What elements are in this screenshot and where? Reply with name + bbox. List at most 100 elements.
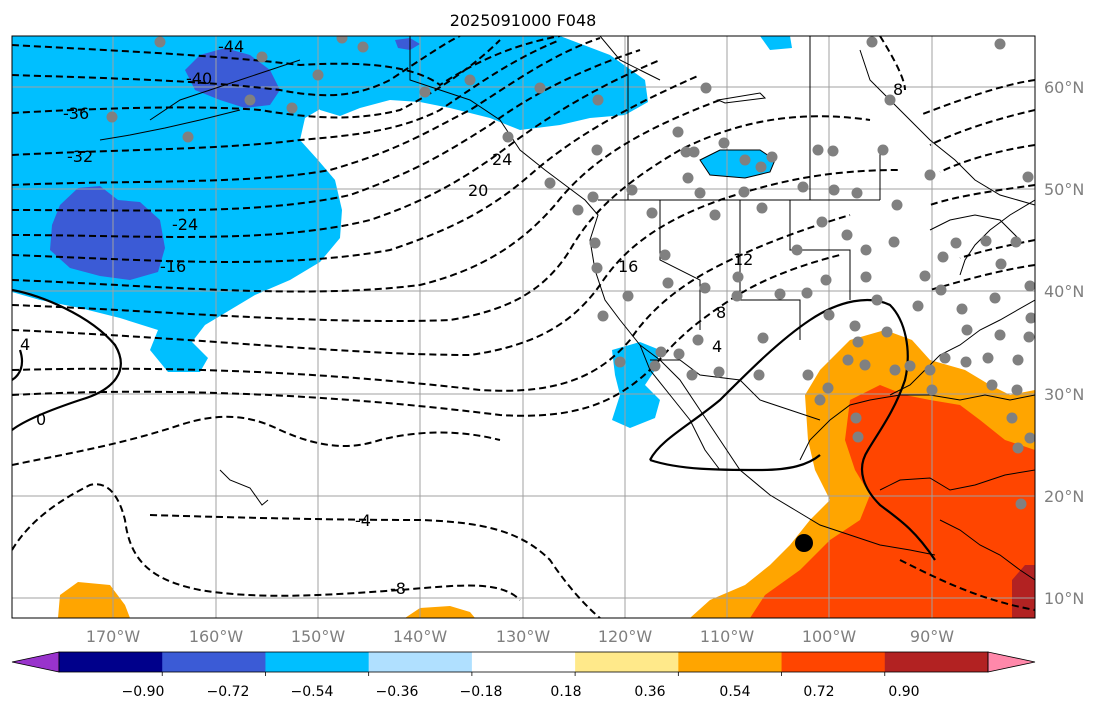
station-dot xyxy=(866,36,878,48)
colorbar-tick-label: −0.18 xyxy=(460,684,503,700)
contour-label: -16 xyxy=(160,257,186,276)
station-dot xyxy=(935,284,947,296)
station-dot xyxy=(849,320,861,332)
station-dot xyxy=(694,187,706,199)
station-dot xyxy=(1024,280,1035,292)
colorbar-tick-label: −0.36 xyxy=(376,684,419,700)
station-dot xyxy=(1024,432,1035,444)
station-dot xyxy=(994,329,1006,341)
longitude-label: 170°W xyxy=(86,627,141,646)
station-dot xyxy=(852,336,864,348)
station-dot xyxy=(692,334,704,346)
station-dot xyxy=(572,204,584,216)
contour-label: 0 xyxy=(36,410,46,429)
station-dot xyxy=(680,146,692,158)
station-dot xyxy=(841,229,853,241)
station-dot xyxy=(881,326,893,338)
colorbar-segment xyxy=(678,652,783,672)
station-dot xyxy=(859,359,871,371)
station-dot xyxy=(891,199,903,211)
station-dot xyxy=(718,137,730,149)
station-dot xyxy=(827,145,839,157)
station-dot xyxy=(828,184,840,196)
contour-lines xyxy=(12,36,1035,618)
warm-anomaly-region-dark xyxy=(1012,565,1035,618)
storm-center-marker xyxy=(795,534,813,552)
station-dot xyxy=(980,235,992,247)
station-dot xyxy=(244,94,256,106)
station-dot xyxy=(256,51,268,63)
figure-title: 2025091000 F048 xyxy=(450,11,597,30)
station-dot xyxy=(106,111,118,123)
station-dot xyxy=(591,144,603,156)
station-dot xyxy=(731,290,743,302)
station-dot xyxy=(544,177,556,189)
station-dot xyxy=(904,360,916,372)
station-dot xyxy=(682,172,694,184)
contour-label: 8 xyxy=(716,303,726,322)
latitude-label: 20°N xyxy=(1044,487,1084,506)
station-dot xyxy=(842,354,854,366)
station-dot xyxy=(816,216,828,228)
colorbar-segment xyxy=(59,652,163,672)
station-dot xyxy=(336,36,348,44)
latitude-label: 10°N xyxy=(1044,589,1084,608)
colorbar-tick-label: 0.54 xyxy=(719,684,750,700)
station-dot xyxy=(820,274,832,286)
contour-label: 20 xyxy=(468,181,488,200)
colorbar-extend-min xyxy=(11,651,60,673)
cold-anomaly-core-small xyxy=(395,38,420,50)
station-dot xyxy=(877,144,889,156)
map-frame xyxy=(11,35,1036,619)
station-dot xyxy=(774,288,786,300)
station-dot xyxy=(312,69,324,81)
station-dot xyxy=(464,74,476,86)
station-dot xyxy=(961,324,973,336)
warm-anomaly-region-south-small xyxy=(405,606,475,618)
station-dot xyxy=(182,131,194,143)
station-dot xyxy=(924,364,936,376)
station-dot xyxy=(860,271,872,283)
colorbar xyxy=(11,651,1036,676)
station-dot xyxy=(1012,354,1024,366)
contour-label: -36 xyxy=(63,104,89,123)
colorbar-frame xyxy=(58,651,989,673)
station-dot xyxy=(822,382,834,394)
contour-label: -32 xyxy=(67,147,93,166)
cold-anomaly-core-alaska xyxy=(185,48,280,108)
station-dot xyxy=(673,348,685,360)
station-dot xyxy=(626,184,638,196)
contour-label: 16 xyxy=(618,257,638,276)
station-dot xyxy=(357,41,369,53)
station-dot xyxy=(755,161,767,173)
contour-label: 8 xyxy=(893,80,903,99)
longitude-label: 110°W xyxy=(700,627,755,646)
longitude-label: 160°W xyxy=(189,627,244,646)
station-dot xyxy=(912,300,924,312)
latitude-axis-labels: 60°N 50°N 40°N 30°N 20°N 10°N xyxy=(1044,78,1084,608)
latitude-label: 60°N xyxy=(1044,78,1084,97)
station-dot xyxy=(154,36,166,48)
contour-label: -8 xyxy=(390,579,406,598)
station-dot xyxy=(814,394,826,406)
contour-label: 24 xyxy=(492,150,512,169)
station-dot xyxy=(646,207,658,219)
contour-labels: -44 -40 -36 -32 -24 -16 20 24 16 12 8 4 … xyxy=(20,37,903,598)
station-dot xyxy=(939,352,951,364)
station-dot xyxy=(756,202,768,214)
station-dot xyxy=(989,292,1001,304)
cold-anomaly-region-north-small xyxy=(760,36,792,50)
station-dot xyxy=(622,290,634,302)
station-dot xyxy=(587,191,599,203)
colorbar-segment xyxy=(265,652,370,672)
station-dot xyxy=(659,249,671,261)
station-dot xyxy=(802,369,814,381)
station-dot xyxy=(850,412,862,424)
station-dot xyxy=(286,102,298,114)
colorbar-tick-labels: −0.90 −0.72 −0.54 −0.36 −0.18 0.18 0.36 … xyxy=(122,684,920,700)
contour-label: -4 xyxy=(355,511,371,530)
station-dot xyxy=(1023,331,1035,343)
station-dot xyxy=(419,86,431,98)
station-dot xyxy=(995,258,1007,270)
station-dot xyxy=(662,277,674,289)
